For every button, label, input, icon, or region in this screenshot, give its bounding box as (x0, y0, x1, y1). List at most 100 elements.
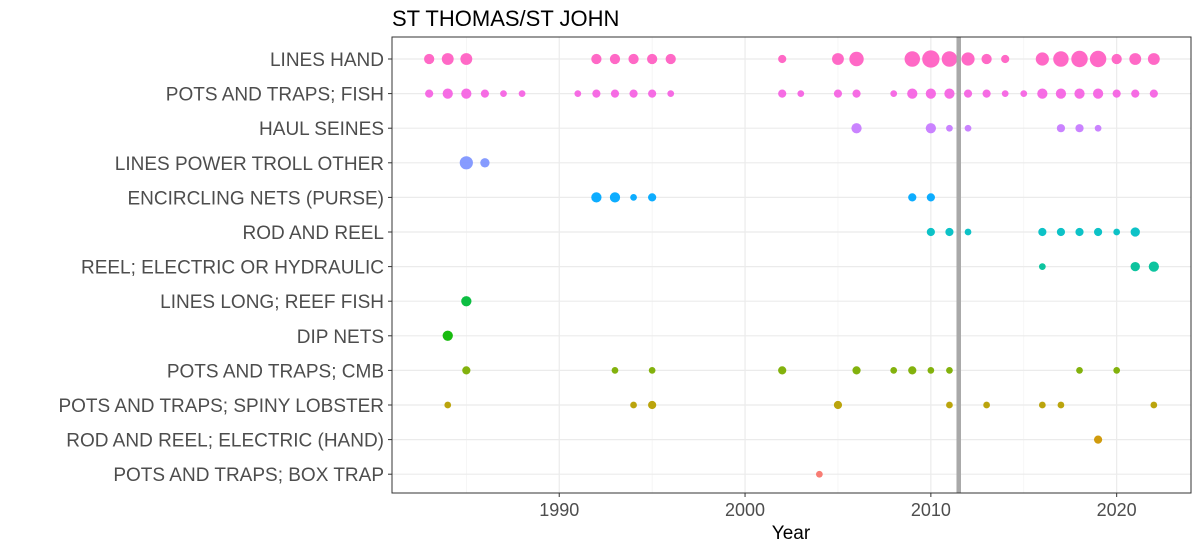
point-rod-and-reel-2017 (1056, 227, 1066, 237)
point-lines-hand-1984 (441, 53, 454, 65)
point-pots-and-traps-cmb-1985 (462, 366, 471, 375)
data-points (424, 50, 1160, 478)
y-tick-label-lines-power-troll-other: LINES POWER TROLL OTHER (115, 154, 384, 175)
point-lines-hand-1985 (460, 53, 473, 65)
point-rod-and-reel-2021 (1130, 227, 1140, 237)
point-pots-and-traps-fish-1985 (461, 88, 472, 99)
point-lines-hand-1993 (609, 53, 621, 65)
point-haul-seines-2012 (964, 124, 972, 132)
point-pots-and-traps-fish-2022 (1149, 89, 1158, 98)
point-pots-and-traps-cmb-2006 (852, 366, 861, 375)
point-pots-and-traps-cmb-2010 (927, 367, 935, 374)
point-pots-and-traps-spiny-lobster-2022 (1150, 401, 1158, 409)
point-pots-and-traps-spiny-lobster-2016 (1038, 401, 1046, 409)
x-axis: 1990 2000 2010 2020 (539, 493, 1137, 520)
point-pots-and-traps-fish-1994 (629, 89, 638, 98)
y-tick-label-pots-and-traps-box-trap: POTS AND TRAPS; BOX TRAP (113, 465, 384, 486)
major-gridlines (392, 37, 1191, 493)
point-pots-and-traps-fish-1987 (500, 90, 507, 97)
y-tick-label-reel-electric-or-hydraulic: REEL; ELECTRIC OR HYDRAULIC (81, 258, 384, 279)
point-pots-and-traps-fish-1995 (648, 89, 657, 98)
point-rod-and-reel-2016 (1038, 227, 1047, 237)
point-encircling-nets-purse-1995 (648, 193, 657, 202)
point-reel-electric-or-hydraulic-2022 (1148, 261, 1159, 272)
point-lines-hand-1983 (424, 53, 435, 65)
point-pots-and-traps-box-trap-2004 (816, 470, 823, 478)
point-lines-hand-2014 (1001, 54, 1010, 64)
point-haul-seines-2011 (946, 124, 953, 132)
point-rod-and-reel-2020 (1113, 228, 1121, 236)
point-haul-seines-2018 (1075, 124, 1084, 133)
point-lines-hand-2011 (941, 51, 958, 67)
point-haul-seines-2019 (1094, 124, 1102, 132)
point-pots-and-traps-spiny-lobster-1995 (648, 400, 657, 410)
point-pots-and-traps-fish-2005 (833, 89, 843, 98)
plot-panel-border (391, 36, 1192, 494)
point-lines-hand-1995 (647, 53, 658, 65)
x-tick-label-2010: 2010 (911, 500, 951, 520)
point-pots-and-traps-spiny-lobster-2005 (833, 400, 843, 410)
point-pots-and-traps-fish-1993 (610, 89, 620, 98)
point-pots-and-traps-fish-2021 (1131, 89, 1140, 98)
x-tick-label-2000: 2000 (725, 500, 765, 520)
point-lines-hand-2002 (778, 54, 787, 64)
point-lines-hand-2022 (1147, 53, 1160, 65)
y-tick-label-dip-nets: DIP NETS (297, 327, 384, 348)
point-pots-and-traps-fish-2012 (963, 89, 973, 98)
point-haul-seines-2006 (851, 123, 862, 134)
chart-title: ST THOMAS/ST JOHN (392, 6, 619, 31)
point-pots-and-traps-cmb-2002 (778, 366, 787, 375)
point-pots-and-traps-fish-2020 (1112, 89, 1121, 98)
x-tick-label-1990: 1990 (539, 500, 579, 520)
point-pots-and-traps-fish-1984 (442, 88, 453, 99)
point-pots-and-traps-fish-2008 (890, 90, 898, 97)
y-tick-label-rod-and-reel: ROD AND REEL (243, 223, 384, 244)
point-pots-and-traps-fish-1996 (667, 90, 675, 97)
point-pots-and-traps-spiny-lobster-2011 (946, 401, 953, 409)
x-tick-label-2020: 2020 (1097, 500, 1137, 520)
point-dip-nets-1984 (442, 330, 453, 341)
point-pots-and-traps-spiny-lobster-2017 (1057, 401, 1065, 409)
point-rod-and-reel-2010 (926, 227, 935, 237)
point-pots-and-traps-cmb-2011 (946, 367, 953, 374)
point-pots-and-traps-fish-1988 (518, 90, 526, 97)
point-lines-long-reef-fish-1985 (461, 296, 472, 307)
y-tick-label-rod-and-reel-electric-hand: ROD AND REEL; ELECTRIC (HAND) (66, 431, 384, 452)
point-pots-and-traps-fish-1991 (574, 90, 582, 97)
x-axis-title: Year (772, 523, 811, 544)
point-pots-and-traps-spiny-lobster-2013 (983, 401, 990, 409)
point-pots-and-traps-fish-2011 (944, 88, 955, 99)
point-reel-electric-or-hydraulic-2021 (1130, 261, 1140, 272)
point-lines-hand-2021 (1129, 53, 1142, 65)
point-lines-power-troll-other-1986 (480, 158, 490, 168)
point-lines-hand-2013 (981, 53, 992, 65)
y-tick-label-lines-long-reef-fish: LINES LONG; REEF FISH (160, 292, 384, 313)
point-rod-and-reel-2018 (1075, 227, 1084, 237)
point-rod-and-reel-2011 (945, 227, 954, 237)
point-rod-and-reel-electric-hand-2019 (1093, 435, 1103, 444)
point-encircling-nets-purse-2010 (926, 193, 935, 202)
point-pots-and-traps-fish-2009 (907, 88, 918, 99)
point-lines-hand-2012 (961, 52, 975, 66)
point-lines-hand-2016 (1035, 52, 1049, 66)
point-lines-power-troll-other-1985 (459, 156, 473, 170)
point-encircling-nets-purse-2009 (908, 193, 917, 202)
point-lines-hand-2005 (832, 53, 844, 65)
point-lines-hand-2006 (849, 51, 864, 67)
y-axis: LINES HAND POTS AND TRAPS; FISH HAUL SEINE… (58, 50, 392, 486)
point-pots-and-traps-fish-1986 (480, 89, 490, 98)
point-pots-and-traps-fish-2016 (1037, 88, 1048, 99)
point-lines-hand-2019 (1089, 50, 1107, 68)
point-lines-hand-2020 (1111, 53, 1122, 65)
point-rod-and-reel-2012 (964, 228, 972, 236)
point-pots-and-traps-cmb-1993 (611, 367, 619, 374)
point-lines-hand-1994 (628, 53, 639, 65)
point-pots-and-traps-fish-2015 (1020, 90, 1028, 97)
point-lines-hand-2017 (1053, 51, 1069, 67)
point-haul-seines-2017 (1056, 124, 1066, 133)
point-pots-and-traps-fish-1983 (425, 89, 434, 98)
y-tick-label-pots-and-traps-spiny-lobster: POTS AND TRAPS; SPINY LOBSTER (58, 396, 384, 417)
point-lines-hand-2009 (904, 51, 921, 67)
y-tick-label-lines-hand: LINES HAND (270, 50, 384, 71)
